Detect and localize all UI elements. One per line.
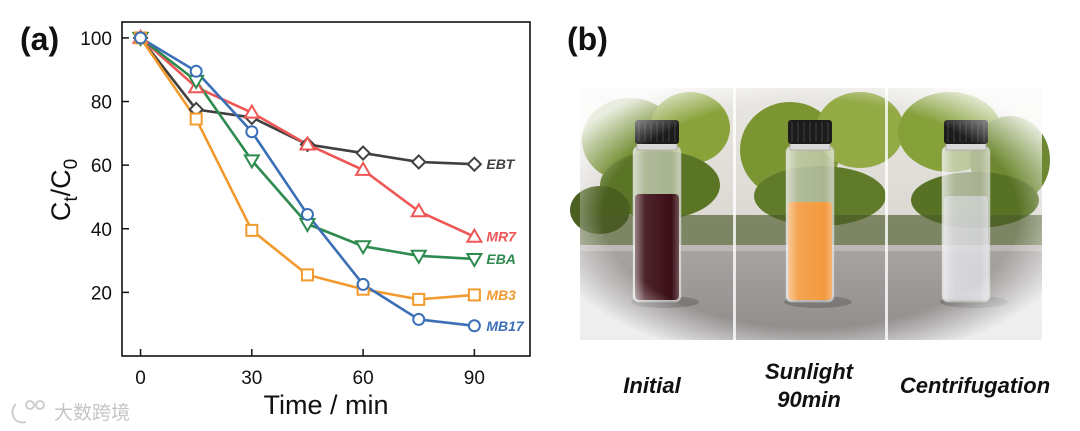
data-point-eba (409, 249, 428, 265)
y-axis-title-main: C (46, 202, 76, 222)
x-axis: 0 30 60 90 (135, 349, 485, 389)
x-tick-label: 30 (241, 368, 262, 389)
data-point-mr7 (409, 202, 428, 218)
series-label-mb17: MB17 (486, 318, 525, 334)
y-axis-title-sub-0: 0 (61, 159, 82, 170)
plot-frame (121, 21, 531, 357)
data-point-mr7 (243, 103, 261, 119)
data-point-mb17 (245, 125, 259, 139)
series-markers (131, 28, 484, 333)
series-label-ebt: EBT (486, 156, 515, 172)
data-point-mb17 (356, 277, 370, 291)
data-point-mb3 (300, 268, 314, 282)
data-point-mb3 (245, 223, 259, 237)
watermark-text: 大数跨境 (54, 402, 130, 424)
data-point-ebt (410, 154, 427, 170)
data-point-ebt (355, 145, 372, 161)
series-label-eba: EBA (486, 251, 516, 267)
x-tick-label: 60 (353, 368, 374, 389)
series-label-mr7: MR7 (486, 229, 517, 245)
x-tick-label: 0 (135, 368, 146, 389)
data-point-mr7 (354, 160, 372, 176)
y-tick-label: 100 (80, 29, 112, 50)
x-tick-label: 90 (464, 368, 485, 389)
data-point-mb17 (189, 64, 203, 78)
logo-icon (11, 400, 45, 424)
data-point-mb17 (300, 207, 314, 221)
y-axis-title-sub-t: t (61, 196, 82, 202)
data-point-mb17 (412, 312, 426, 326)
data-point-mb17 (134, 31, 148, 45)
data-point-eba (354, 240, 372, 256)
degradation-chart: 20 40 60 80 100 0 30 60 90 EBT MR7 EBA MB3 MB17 Tim… (46, 21, 531, 420)
caption-sunlight: Sunlight (765, 359, 855, 384)
caption-sunlight-duration: 90min (777, 387, 841, 412)
y-tick-label: 40 (91, 220, 112, 241)
data-point-eba (465, 252, 484, 268)
series-lines (139, 36, 475, 328)
y-axis-title: Ct/C0 (46, 159, 82, 221)
y-axis: 20 40 60 80 100 (80, 29, 129, 304)
vial-photo: Initial Sunlight 90min Centrifugation (570, 88, 1050, 412)
y-axis-title-slash: /C (46, 169, 76, 196)
y-tick-label: 60 (91, 156, 112, 177)
x-axis-title: Time / min (263, 390, 388, 420)
panel-label-a: (a) (20, 21, 59, 57)
data-point-eba (243, 154, 261, 170)
series-labels: EBT MR7 EBA MB3 MB17 (486, 156, 525, 334)
panel-label-b: (b) (567, 21, 608, 57)
caption-initial: Initial (623, 373, 681, 398)
y-tick-label: 80 (91, 93, 112, 114)
data-point-mb3 (467, 288, 481, 302)
data-point-mb17 (467, 319, 481, 333)
data-point-mb3 (412, 292, 426, 306)
series-label-mb3: MB3 (486, 287, 516, 303)
data-point-ebt (466, 156, 483, 173)
watermark: 大数跨境 (11, 400, 130, 424)
data-point-mr7 (465, 227, 484, 243)
data-point-mr7 (298, 135, 317, 151)
caption-centrifugation: Centrifugation (900, 373, 1050, 398)
data-point-mb3 (189, 112, 203, 126)
y-tick-label: 20 (91, 283, 112, 304)
